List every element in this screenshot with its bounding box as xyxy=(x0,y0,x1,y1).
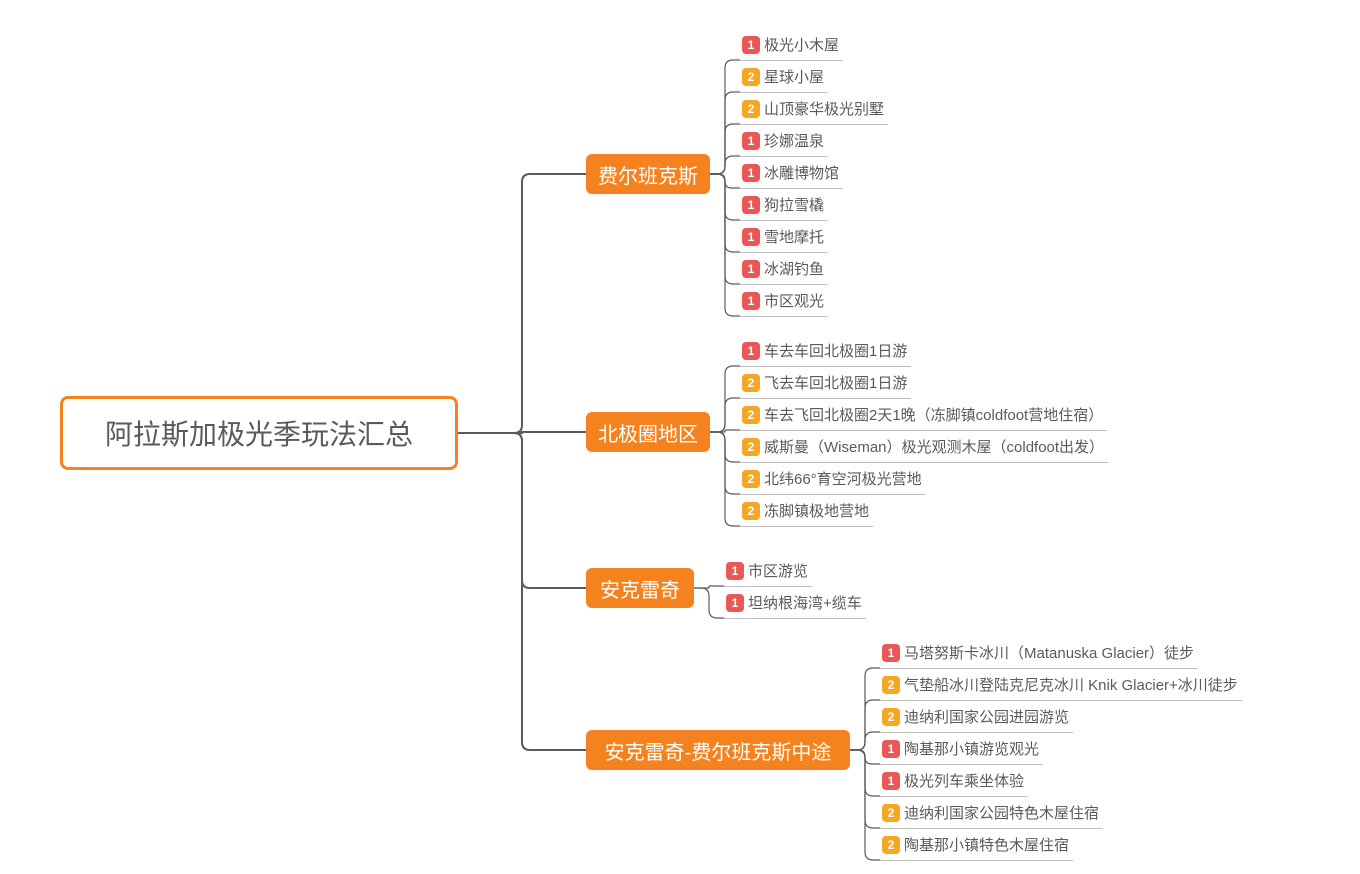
priority-badge: 1 xyxy=(882,740,900,758)
priority-badge: 2 xyxy=(742,470,760,488)
branch-fairbanks[interactable]: 费尔班克斯 xyxy=(586,154,710,194)
leaf-label: 冰湖钓鱼 xyxy=(764,258,824,279)
leaf-fairbanks-5[interactable]: 1狗拉雪橇 xyxy=(740,191,828,221)
leaf-arctic-1[interactable]: 2飞去车回北极圈1日游 xyxy=(740,369,911,399)
priority-badge: 1 xyxy=(882,772,900,790)
leaf-fairbanks-6[interactable]: 1雪地摩托 xyxy=(740,223,828,253)
leaf-arctic-0[interactable]: 1车去车回北极圈1日游 xyxy=(740,337,911,367)
priority-badge: 1 xyxy=(742,228,760,246)
leaf-label: 陶基那小镇特色木屋住宿 xyxy=(904,834,1069,855)
leaf-label: 山顶豪华极光别墅 xyxy=(764,98,884,119)
priority-badge: 1 xyxy=(742,196,760,214)
leaf-label: 珍娜温泉 xyxy=(764,130,824,151)
leaf-enroute-6[interactable]: 2陶基那小镇特色木屋住宿 xyxy=(880,831,1073,861)
leaf-label: 迪纳利国家公园特色木屋住宿 xyxy=(904,802,1099,823)
leaf-label: 冰雕博物馆 xyxy=(764,162,839,183)
priority-badge: 2 xyxy=(742,100,760,118)
priority-badge: 1 xyxy=(742,132,760,150)
leaf-enroute-2[interactable]: 2迪纳利国家公园进园游览 xyxy=(880,703,1073,733)
leaf-label: 马塔努斯卡冰川（Matanuska Glacier）徒步 xyxy=(904,642,1194,663)
leaf-fairbanks-1[interactable]: 2星球小屋 xyxy=(740,63,828,93)
priority-badge: 2 xyxy=(882,804,900,822)
priority-badge: 2 xyxy=(882,836,900,854)
leaf-fairbanks-8[interactable]: 1市区观光 xyxy=(740,287,828,317)
leaf-label: 车去飞回北极圈2天1晚（冻脚镇coldfoot营地住宿） xyxy=(764,404,1103,425)
leaf-enroute-1[interactable]: 2气垫船冰川登陆克尼克冰川 Knik Glacier+冰川徒步 xyxy=(880,671,1242,701)
leaf-label: 飞去车回北极圈1日游 xyxy=(764,372,907,393)
priority-badge: 1 xyxy=(742,292,760,310)
leaf-arctic-5[interactable]: 2冻脚镇极地营地 xyxy=(740,497,873,527)
leaf-label: 市区观光 xyxy=(764,290,824,311)
leaf-fairbanks-7[interactable]: 1冰湖钓鱼 xyxy=(740,255,828,285)
leaf-enroute-0[interactable]: 1马塔努斯卡冰川（Matanuska Glacier）徒步 xyxy=(880,639,1198,669)
leaf-label: 气垫船冰川登陆克尼克冰川 Knik Glacier+冰川徒步 xyxy=(904,674,1238,695)
priority-badge: 1 xyxy=(742,36,760,54)
priority-badge: 2 xyxy=(742,68,760,86)
leaf-label: 车去车回北极圈1日游 xyxy=(764,340,907,361)
leaf-label: 北纬66°育空河极光营地 xyxy=(764,468,922,489)
priority-badge: 1 xyxy=(742,342,760,360)
leaf-label: 陶基那小镇游览观光 xyxy=(904,738,1039,759)
leaf-label: 极光列车乘坐体验 xyxy=(904,770,1024,791)
priority-badge: 2 xyxy=(742,406,760,424)
leaf-label: 雪地摩托 xyxy=(764,226,824,247)
leaf-enroute-3[interactable]: 1陶基那小镇游览观光 xyxy=(880,735,1043,765)
leaf-anchorage-1[interactable]: 1坦纳根海湾+缆车 xyxy=(724,589,866,619)
leaf-enroute-5[interactable]: 2迪纳利国家公园特色木屋住宿 xyxy=(880,799,1103,829)
priority-badge: 1 xyxy=(726,562,744,580)
priority-badge: 1 xyxy=(742,164,760,182)
leaf-label: 星球小屋 xyxy=(764,66,824,87)
leaf-label: 冻脚镇极地营地 xyxy=(764,500,869,521)
leaf-label: 极光小木屋 xyxy=(764,34,839,55)
leaf-label: 市区游览 xyxy=(748,560,808,581)
leaf-arctic-3[interactable]: 2威斯曼（Wiseman）极光观测木屋（coldfoot出发） xyxy=(740,433,1108,463)
root-node[interactable]: 阿拉斯加极光季玩法汇总 xyxy=(60,396,458,470)
leaf-arctic-4[interactable]: 2北纬66°育空河极光营地 xyxy=(740,465,926,495)
leaf-label: 威斯曼（Wiseman）极光观测木屋（coldfoot出发） xyxy=(764,436,1104,457)
leaf-label: 狗拉雪橇 xyxy=(764,194,824,215)
priority-badge: 2 xyxy=(882,676,900,694)
leaf-anchorage-0[interactable]: 1市区游览 xyxy=(724,557,812,587)
leaf-label: 坦纳根海湾+缆车 xyxy=(748,592,862,613)
leaf-fairbanks-4[interactable]: 1冰雕博物馆 xyxy=(740,159,843,189)
priority-badge: 1 xyxy=(882,644,900,662)
leaf-label: 迪纳利国家公园进园游览 xyxy=(904,706,1069,727)
priority-badge: 1 xyxy=(742,260,760,278)
leaf-arctic-2[interactable]: 2车去飞回北极圈2天1晚（冻脚镇coldfoot营地住宿） xyxy=(740,401,1107,431)
leaf-fairbanks-0[interactable]: 1极光小木屋 xyxy=(740,31,843,61)
priority-badge: 2 xyxy=(882,708,900,726)
branch-arctic[interactable]: 北极圈地区 xyxy=(586,412,710,452)
priority-badge: 2 xyxy=(742,438,760,456)
priority-badge: 1 xyxy=(726,594,744,612)
branch-enroute[interactable]: 安克雷奇-费尔班克斯中途 xyxy=(586,730,850,770)
priority-badge: 2 xyxy=(742,374,760,392)
leaf-enroute-4[interactable]: 1极光列车乘坐体验 xyxy=(880,767,1028,797)
priority-badge: 2 xyxy=(742,502,760,520)
branch-anchorage[interactable]: 安克雷奇 xyxy=(586,568,694,608)
leaf-fairbanks-3[interactable]: 1珍娜温泉 xyxy=(740,127,828,157)
leaf-fairbanks-2[interactable]: 2山顶豪华极光别墅 xyxy=(740,95,888,125)
